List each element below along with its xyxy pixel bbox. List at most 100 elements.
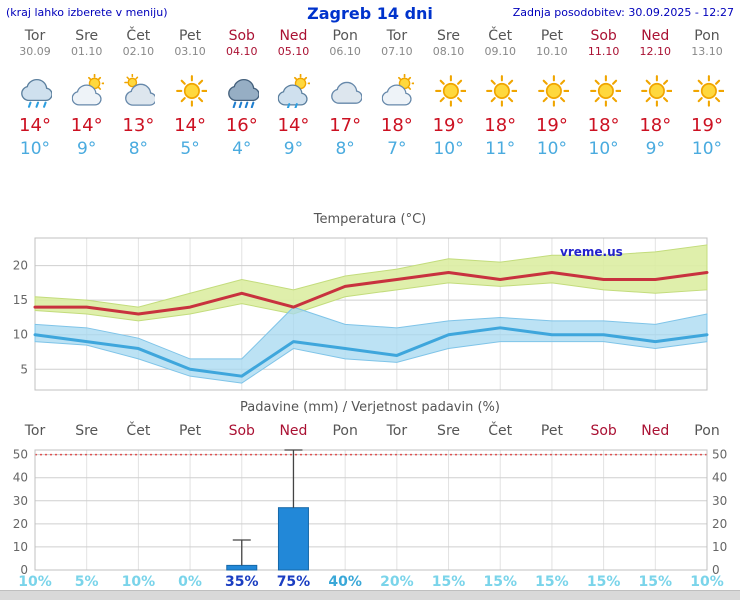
precip-day-label: Čet xyxy=(126,423,151,439)
day-date: 05.10 xyxy=(277,45,310,58)
precip-day-label: Pon xyxy=(694,423,720,439)
precip-probability: 15% xyxy=(431,574,466,590)
day-date: 06.10 xyxy=(329,45,361,58)
temp-min: 8° xyxy=(128,139,149,159)
day-name: Sob xyxy=(590,28,617,44)
svg-text:40: 40 xyxy=(712,471,727,485)
temp-max: 13° xyxy=(122,115,155,136)
day-name: Pon xyxy=(694,28,720,44)
day-column-12.10: Ned 12.10 18° 9° xyxy=(629,28,681,159)
day-column-13.10: Pon 13.10 19° 10° xyxy=(681,28,733,159)
day-name: Pon xyxy=(332,28,358,44)
svg-text:0: 0 xyxy=(20,563,28,577)
temp-min: 5° xyxy=(180,139,200,159)
day-column-07.10: Tor 07.10 18° 7° xyxy=(371,28,423,159)
precip-probability: 20% xyxy=(380,574,414,590)
precip-probability: 75% xyxy=(276,574,311,590)
weather-icon-sun-cloud xyxy=(70,72,104,108)
temp-min: 4° xyxy=(232,139,252,159)
day-column-08.10: Sre 08.10 19° 10° xyxy=(423,28,475,159)
day-date: 08.10 xyxy=(432,45,465,58)
precip-probability: 15% xyxy=(638,574,673,590)
day-column-03.10: Pet 03.10 14° 5° xyxy=(164,28,216,159)
temp-min: 7° xyxy=(387,139,407,159)
precip-day-label: Pon xyxy=(332,423,358,439)
day-column-10.10: Pet 10.10 19° 10° xyxy=(526,28,578,159)
temp-max: 18° xyxy=(380,115,413,136)
temp-max: 18° xyxy=(484,115,517,136)
svg-text:20: 20 xyxy=(13,517,28,531)
svg-text:10: 10 xyxy=(712,540,727,554)
temp-min: 9° xyxy=(77,139,97,159)
weather-icon-sun xyxy=(690,72,724,108)
temp-max: 18° xyxy=(587,115,620,136)
temp-max: 16° xyxy=(225,115,258,136)
temperature-chart-title: Temperatura (°C) xyxy=(313,212,427,227)
temp-min: 9° xyxy=(645,139,665,159)
temp-min: 10° xyxy=(691,139,723,159)
temp-min: 10° xyxy=(588,139,619,159)
precip-probability: 35% xyxy=(225,574,259,590)
vreme-watermark-link[interactable]: vreme.us xyxy=(560,245,623,259)
weather-icon-sun xyxy=(587,72,621,108)
day-name: Ned xyxy=(641,28,670,44)
temp-max: 14° xyxy=(19,115,51,136)
precip-probability: 10% xyxy=(121,574,156,590)
day-column-11.10: Sob 11.10 18° 10° xyxy=(578,28,630,159)
temp-max: 17° xyxy=(329,115,362,136)
day-name: Čet xyxy=(488,28,513,44)
precip-day-label: Tor xyxy=(24,423,46,439)
precip-day-label: Ned xyxy=(279,423,308,439)
svg-text:20: 20 xyxy=(13,259,28,273)
day-date: 04.10 xyxy=(226,45,258,58)
day-column-04.10: Sob 04.10 16° 4° xyxy=(216,28,268,159)
temp-min: 9° xyxy=(283,139,304,159)
temp-max: 14° xyxy=(70,115,103,136)
precip-probability: 10% xyxy=(690,574,724,590)
precip-probability: 40% xyxy=(328,574,362,590)
day-name: Sre xyxy=(75,28,99,44)
day-date: 03.10 xyxy=(174,45,206,58)
page-title: Zagreb 14 dni xyxy=(307,4,433,23)
day-date: 09.10 xyxy=(484,45,516,58)
precip-probability: 0% xyxy=(178,574,202,590)
day-date: 30.09 xyxy=(19,45,51,58)
header: (kraj lahko izberete v meniju) Zagreb 14… xyxy=(0,4,740,24)
day-name: Sre xyxy=(437,28,460,44)
precip-day-label: Tor xyxy=(386,423,408,439)
precip-probability: 15% xyxy=(483,574,517,590)
weather-icon-rain-sun xyxy=(276,72,310,108)
svg-text:50: 50 xyxy=(13,448,28,462)
precip-day-label: Sob xyxy=(590,423,617,439)
day-date: 12.10 xyxy=(639,45,672,58)
day-name: Ned xyxy=(279,28,308,44)
weather-icon-sun xyxy=(535,72,569,108)
horizontal-scrollbar[interactable] xyxy=(0,590,740,600)
day-date: 10.10 xyxy=(536,45,568,58)
svg-text:15: 15 xyxy=(13,293,28,307)
temp-min: 10° xyxy=(433,139,464,159)
svg-text:10: 10 xyxy=(13,540,28,554)
weather-icon-heavy-rain xyxy=(225,72,259,108)
temp-min: 11° xyxy=(485,139,516,159)
temp-max: 19° xyxy=(432,115,465,136)
temp-min: 10° xyxy=(19,139,51,159)
precip-probability: 15% xyxy=(535,574,569,590)
day-name: Čet xyxy=(126,28,151,44)
temp-max: 14° xyxy=(277,115,310,136)
precip-day-label: Sre xyxy=(75,423,99,439)
svg-text:30: 30 xyxy=(712,494,727,508)
temp-max: 14° xyxy=(174,115,207,136)
weather-icon-sun-cloud xyxy=(380,72,414,108)
day-column-06.10: Pon 06.10 17° 8° xyxy=(319,28,371,159)
svg-text:40: 40 xyxy=(13,471,28,485)
weather-icon-cloud-sun xyxy=(121,72,155,108)
precip-day-label: Ned xyxy=(641,423,670,439)
temp-max: 19° xyxy=(535,115,568,136)
weather-icon-rain xyxy=(18,72,52,108)
day-name: Tor xyxy=(386,28,408,44)
last-update: Zadnja posodobitev: 30.09.2025 - 12:27 xyxy=(512,6,734,19)
day-column-30.09: Tor 30.09 14° 10° xyxy=(9,28,61,159)
precip-probability: 10% xyxy=(18,574,52,590)
